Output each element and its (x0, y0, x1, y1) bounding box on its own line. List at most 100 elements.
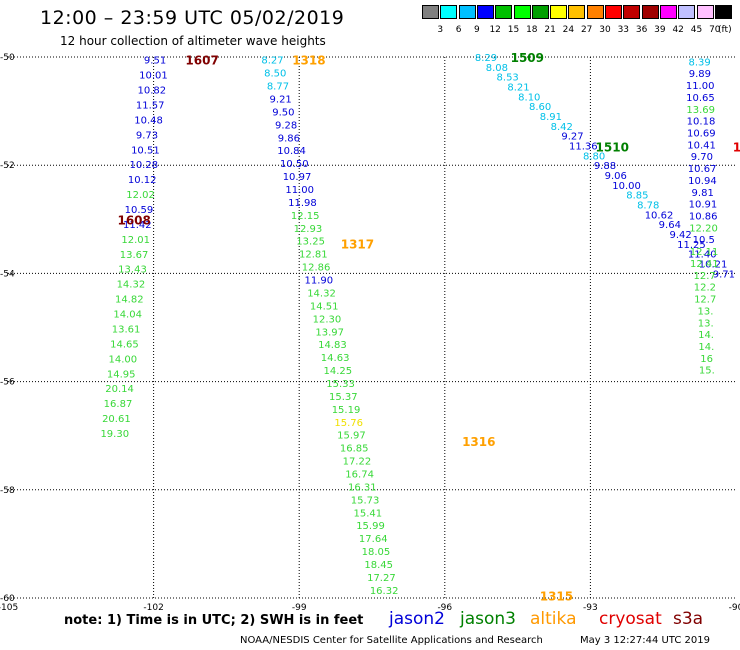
wave-height-value: 10.5 (693, 235, 715, 246)
wave-height-value: 16 (700, 354, 713, 365)
lat-tick-label: -50 (0, 53, 15, 63)
wave-height-value: 12.7 (694, 295, 716, 306)
wave-height-value: 9.42 (669, 230, 691, 241)
wave-height-value: 12.2 (694, 283, 716, 294)
legend-label: (ft) (718, 25, 732, 35)
wave-height-value: 14.65 (110, 339, 139, 350)
wave-height-value: 10.82 (138, 86, 167, 97)
map-title: 12:00 – 23:59 UTC 05/02/2019 (40, 7, 345, 29)
wave-height-value: 10.69 (687, 128, 716, 139)
wave-height-value: 15.33 (326, 379, 355, 390)
pass-label: 1315 (540, 589, 573, 603)
wave-height-value: 15.73 (351, 495, 380, 506)
wave-height-value: 12.81 (299, 250, 328, 261)
legend-swatch (476, 5, 494, 19)
wave-height-value: 10.28 (129, 160, 158, 171)
legend-swatch (678, 5, 696, 19)
wave-height-value: 9.89 (689, 69, 711, 80)
wave-height-value: 14.82 (115, 295, 144, 306)
legend-label: 3 (437, 25, 444, 35)
legend-swatch (495, 5, 513, 19)
wave-height-value: 8.78 (637, 201, 659, 212)
pass-label: 1509 (511, 51, 544, 65)
legend-label: 18 (526, 25, 538, 35)
wave-height-value: 13. (698, 306, 714, 317)
wave-height-value: 10.41 (687, 140, 716, 151)
legend-swatch (440, 5, 458, 19)
wave-height-value: 15.99 (356, 521, 385, 532)
wave-height-value: 8.60 (529, 102, 551, 113)
wave-height-value: 18.45 (364, 560, 393, 571)
wave-height-value: 10.01 (139, 71, 168, 82)
axis-ticks: -50 -52 -54 -56 -58 -60-105 -102 -99 -96 -93 -90 (0, 53, 740, 613)
wave-height-value: 9.51 (144, 56, 166, 67)
wave-height-value: 8.27 (261, 56, 283, 67)
generation-timestamp: May 3 12:27:44 UTC 2019 (580, 635, 710, 646)
legend-altika: altika (530, 609, 577, 629)
wave-height-value: 19.30 (100, 429, 129, 440)
legend-jason3: jason3 (460, 609, 516, 629)
wave-height-value: 9.73 (136, 130, 158, 141)
wave-height-value: 12.15 (291, 211, 320, 222)
wave-height-value: 12.02 (126, 190, 155, 201)
pass-labels: 1607 1608 1318 1317 1316 1315 1509 1510 1 (117, 51, 740, 603)
lat-tick-label: -58 (0, 486, 15, 496)
pass-label: 1510 (596, 140, 629, 154)
legend-label: 15 (507, 25, 520, 35)
wave-height-value: 11.25 (677, 240, 706, 251)
wave-height-value: 11.57 (136, 100, 165, 111)
wave-height-value: 11.90 (304, 276, 333, 287)
legend-swatch (458, 5, 476, 19)
wave-height-value: 13.61 (112, 324, 141, 335)
wave-height-value: 13.69 (686, 105, 715, 116)
wave-height-value: 11.42 (123, 220, 152, 231)
wave-height-value: 10.00 (612, 181, 641, 192)
wave-height-value: 9.27 (561, 132, 583, 143)
wave-height-value: 14.95 (107, 369, 136, 380)
wave-height-value: 15.19 (332, 405, 361, 416)
legend-swatch (605, 5, 622, 19)
legend-swatch (422, 5, 439, 19)
wave-height-value: 11.00 (285, 185, 314, 196)
wave-height-value: 9.70 (691, 152, 713, 163)
wave-height-value: 10.84 (277, 146, 306, 157)
legend-swatch (550, 5, 568, 19)
wave-height-value: 13.43 (118, 265, 147, 276)
legend-swatch (623, 5, 641, 19)
pass-label: 1318 (292, 54, 325, 68)
wave-height-value: 12.11 (690, 247, 719, 258)
wave-height-value: 13.25 (296, 237, 325, 248)
wave-height-value: 15.37 (329, 392, 358, 403)
legend-swatch (696, 5, 714, 19)
legend-label: 6 (455, 25, 462, 35)
pass-label: 1317 (341, 238, 374, 252)
wave-height-value: 8.50 (264, 69, 286, 80)
wave-height-value: 10.62 (645, 210, 674, 221)
wave-height-value: 12.20 (689, 223, 718, 234)
lon-tick-label: -90 (729, 603, 740, 613)
wave-height-value: 13. (698, 318, 714, 329)
wave-height-value: 15.41 (353, 508, 382, 519)
legend-swatch (586, 5, 604, 19)
legend-label: 70 (709, 25, 721, 35)
wave-height-value: 10.59 (125, 205, 154, 216)
legend-label: 33 (617, 25, 630, 35)
legend-swatch (513, 5, 531, 19)
legend-label: 9 (474, 25, 480, 35)
wave-height-value: 10.86 (689, 212, 718, 223)
lon-tick-label: -93 (583, 603, 598, 613)
wave-height-value: 8.42 (551, 122, 573, 133)
wave-height-value: 9.28 (275, 120, 297, 131)
wave-height-value: 14.00 (109, 354, 138, 365)
wave-height-value: 17.22 (343, 457, 372, 468)
pass-label: 1608 (117, 213, 150, 227)
wave-height-value: 8.21 (507, 83, 529, 94)
wave-height-value: 10.91 (689, 200, 718, 211)
map-grid (8, 56, 736, 599)
wave-height-value: 18.05 (362, 547, 391, 558)
credit-line: NOAA/NESDIS Center for Satellite Applica… (240, 635, 543, 646)
legend-label: 45 (690, 25, 703, 35)
legend-label: 39 (654, 25, 666, 35)
wave-height-value: 17.27 (367, 573, 396, 584)
